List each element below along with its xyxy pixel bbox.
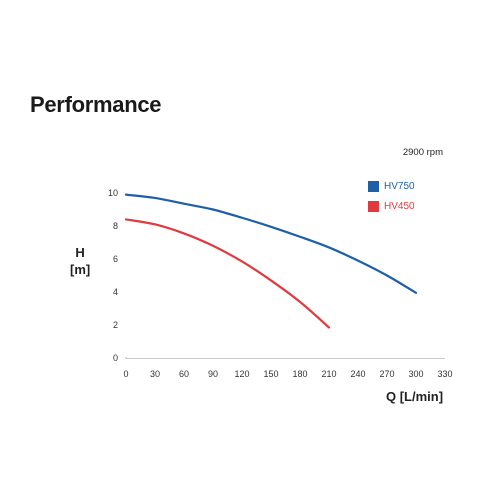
series-line-hv450 — [124, 218, 331, 329]
series-line-hv750 — [124, 193, 418, 294]
legend-label-hv450: HV450 — [384, 200, 415, 212]
chart-ticks: 0 30 60 90 120 150 180 210 240 270 300 330 0 2 4 6 8 10 — [108, 188, 453, 379]
y-tick-label: 10 — [108, 188, 118, 198]
chart-series — [124, 193, 418, 329]
chart-legend: HV750 HV450 — [368, 176, 415, 216]
x-tick-label: 330 — [437, 369, 452, 379]
x-tick-label: 270 — [379, 369, 394, 379]
legend-item-hv750: HV750 — [368, 176, 415, 196]
y-axis-label-symbol: H — [75, 245, 85, 260]
y-tick-label: 6 — [113, 254, 118, 264]
x-tick-label: 300 — [408, 369, 423, 379]
y-axis-label: H [m] — [70, 244, 90, 278]
x-tick-label: 210 — [321, 369, 336, 379]
legend-swatch-hv750 — [368, 180, 379, 192]
legend-item-hv450: HV450 — [368, 196, 415, 216]
x-axis-label: Q [L/min] — [386, 389, 444, 404]
x-tick-label: 90 — [208, 369, 218, 379]
y-tick-label: 4 — [113, 287, 118, 297]
x-tick-label: 120 — [234, 369, 249, 379]
x-tick-label: 30 — [150, 369, 160, 379]
y-tick-label: 0 — [113, 353, 118, 363]
legend-swatch-hv450 — [368, 200, 379, 212]
x-tick-label: 0 — [123, 369, 128, 379]
x-tick-label: 150 — [263, 369, 278, 379]
chart-axes — [125, 357, 445, 359]
y-axis-label-unit: [m] — [70, 262, 91, 277]
y-tick-label: 2 — [113, 320, 118, 330]
y-tick-label: 8 — [113, 221, 118, 231]
x-tick-label: 60 — [179, 369, 189, 379]
legend-label-hv750: HV750 — [384, 180, 415, 192]
x-tick-label: 180 — [292, 369, 307, 379]
x-tick-label: 240 — [350, 369, 365, 379]
rpm-note: 2900 rpm — [402, 147, 443, 158]
page-title: Performance — [30, 92, 162, 117]
